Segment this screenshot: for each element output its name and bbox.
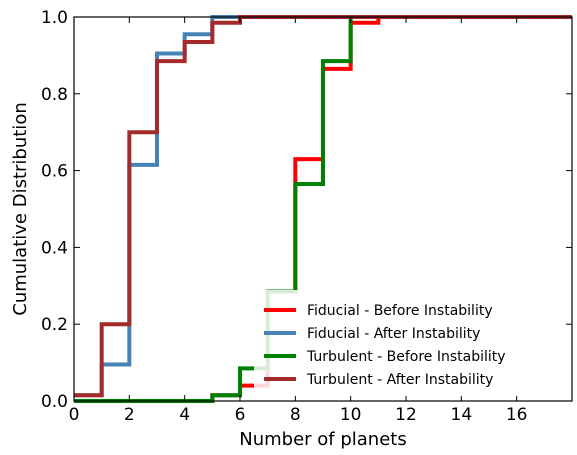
x-tick-label: 12	[395, 405, 417, 425]
y-tick-label: 1.0	[41, 8, 68, 28]
x-tick-label: 2	[124, 405, 135, 425]
x-tick-label: 6	[235, 405, 246, 425]
plot-frame	[73, 16, 573, 402]
y-tick-label: 0.8	[41, 85, 68, 105]
x-axis-label: Number of planets	[239, 429, 406, 450]
legend-label-4: Turbulent - After Instability	[306, 372, 493, 388]
x-tick-label: 16	[506, 405, 528, 425]
x-tick-label: 14	[451, 405, 473, 425]
y-tick-label: 0.6	[41, 162, 68, 182]
legend-box	[254, 290, 566, 396]
legend-label-2: Fiducial - After Instability	[307, 326, 480, 342]
y-tick-label: 0.2	[41, 315, 68, 335]
legend: Fiducial - Before Instability Fiducial - …	[254, 290, 566, 396]
legend-label-1: Fiducial - Before Instability	[307, 303, 493, 319]
y-tick-label: 0.0	[41, 392, 68, 412]
legend-label-3: Turbulent - Before Instability	[306, 349, 506, 365]
x-tick-label: 4	[179, 405, 190, 425]
ticks-layer: 0 2 4 6 8 10 12 14 16 0.0 0.2 0.4 0.6 0.8 1.0	[41, 8, 572, 425]
x-tick-label: 8	[290, 405, 301, 425]
x-tick-label: 10	[340, 405, 362, 425]
y-tick-label: 0.4	[41, 238, 68, 258]
y-axis-label: Cumulative Distribution	[10, 102, 31, 315]
x-tick-label: 0	[69, 405, 80, 425]
